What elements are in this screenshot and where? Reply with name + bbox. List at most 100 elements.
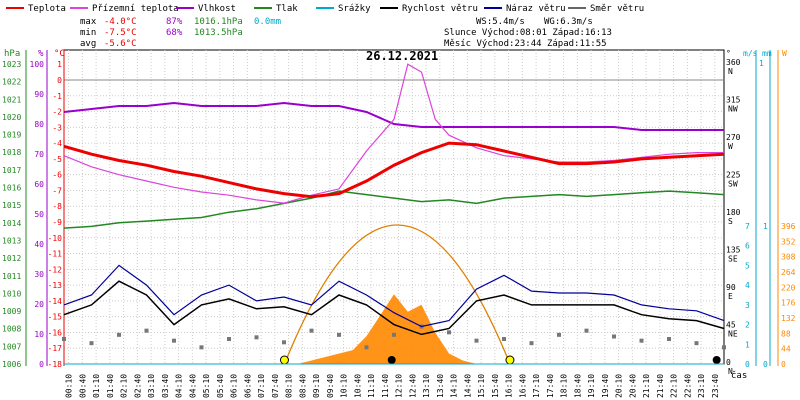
time-tick: 18:10 xyxy=(560,374,569,398)
stat-value: 87% xyxy=(166,17,183,27)
time-tick: 16:40 xyxy=(518,374,527,398)
wind-gust-line xyxy=(63,264,725,328)
temp-tick: -2 xyxy=(52,108,62,117)
time-tick: 02:40 xyxy=(133,374,142,398)
w-tick: 132 xyxy=(781,314,796,323)
wind-direction-point xyxy=(199,345,204,350)
hpa-tick: 1007 xyxy=(2,342,21,351)
dir-tick-deg: 315 xyxy=(726,96,741,105)
stats: max -4.0°C 87% 1016.1hPa 0.0mm min -7.5°C 68% 10… xyxy=(80,17,612,49)
time-tick: 00:10 xyxy=(65,374,74,398)
time-axis-label: čas xyxy=(731,370,747,381)
hpa-tick: 1023 xyxy=(2,60,21,69)
time-tick: 19:10 xyxy=(587,374,596,398)
wind-direction-point xyxy=(557,332,561,337)
legend-label: Teplota xyxy=(28,4,66,14)
legend-label: Směr větru xyxy=(590,4,644,14)
temp-tick: -5 xyxy=(52,155,62,164)
wind-direction-point xyxy=(172,338,176,343)
wind-direction-point xyxy=(282,340,286,345)
stat-value: 1013.5hPa xyxy=(194,28,243,38)
temperature-line xyxy=(63,141,725,199)
temp-tick: -3 xyxy=(52,123,62,132)
legend-label: Tlak xyxy=(276,4,298,14)
solar-radiation-area xyxy=(297,294,477,364)
hpa-tick: 1015 xyxy=(2,201,21,210)
w-tick: 0 xyxy=(781,360,786,369)
w-tick: 352 xyxy=(781,237,796,246)
temp-tick: -4 xyxy=(52,139,62,148)
stat-value: max xyxy=(80,17,97,27)
stat-value: -7.5°C xyxy=(104,28,137,38)
deg-unit: ° xyxy=(726,49,731,58)
ms-tick: 0 xyxy=(745,360,750,369)
temp-tick: 1 xyxy=(57,60,62,69)
temp-tick: -9 xyxy=(52,218,62,227)
dir-tick-name: NW xyxy=(728,105,738,114)
w-tick: 176 xyxy=(781,299,796,308)
wind-direction-point xyxy=(584,328,589,333)
hpa-tick: 1008 xyxy=(2,325,21,334)
wind-direction-point xyxy=(309,328,314,333)
wind-speed-line xyxy=(63,280,725,336)
wind-direction-point xyxy=(89,341,94,346)
pct-tick: 0 xyxy=(39,360,44,369)
time-tick: 17:10 xyxy=(532,374,541,398)
w-tick: 308 xyxy=(781,253,796,262)
time-tick: 05:40 xyxy=(216,374,225,398)
wind-direction-point xyxy=(639,338,644,343)
pct-tick: 90 xyxy=(34,90,44,99)
temp-tick: -13 xyxy=(48,281,63,290)
ms-tick: 1 xyxy=(745,340,750,349)
dir-tick-name: E xyxy=(728,292,733,301)
time-tick: 07:10 xyxy=(257,374,266,398)
pressure-line xyxy=(63,190,725,229)
dir-tick-name: S xyxy=(728,217,733,226)
wind-direction-point xyxy=(144,328,149,333)
time-tick: 08:10 xyxy=(285,374,294,398)
time-tick: 22:40 xyxy=(683,374,692,398)
dir-tick-deg: 225 xyxy=(726,171,741,180)
time-tick: 17:40 xyxy=(546,374,555,398)
dir-tick-deg: 90 xyxy=(726,283,736,292)
time-tick: 01:40 xyxy=(106,374,115,398)
time-tick: 12:40 xyxy=(408,374,417,398)
temp-tick: -14 xyxy=(48,297,63,306)
sun-arc xyxy=(283,224,511,365)
wind-speed: WS:5.4m/s xyxy=(476,17,525,27)
temp-unit: °C xyxy=(54,49,65,59)
wind-direction-point xyxy=(62,337,66,341)
wind-direction-point xyxy=(667,337,671,341)
chart-date: 26.12.2021 xyxy=(366,49,438,63)
time-tick: 23:10 xyxy=(697,374,706,398)
pct-tick: 100 xyxy=(30,60,45,69)
hpa-tick: 1017 xyxy=(2,166,21,175)
temp-tick: 0 xyxy=(57,76,62,85)
pct-tick: 50 xyxy=(34,210,44,219)
dir-tick-name: N xyxy=(728,367,733,376)
pct-tick: 30 xyxy=(34,270,44,279)
time-axis: 00:10 00:40 01:10 01:40 02:10 02:40 03:10 03:40… xyxy=(65,370,748,398)
time-tick: 15:10 xyxy=(477,374,486,398)
moon-times: Měsíc Východ:23:44 Západ:11:55 xyxy=(444,39,607,49)
wind-direction-point xyxy=(392,332,396,337)
w-tick: 396 xyxy=(781,222,796,231)
time-tick: 13:40 xyxy=(436,374,445,398)
w-tick: 220 xyxy=(781,283,796,292)
time-tick: 20:10 xyxy=(615,374,624,398)
dir-tick-deg: 180 xyxy=(726,208,741,217)
hpa-unit: hPa xyxy=(4,49,20,59)
wind-direction-point xyxy=(337,332,341,337)
mm-tick: 1 xyxy=(763,222,768,231)
time-tick: 03:10 xyxy=(147,374,156,398)
w-tick: 88 xyxy=(781,329,791,338)
ms-tick: 7 xyxy=(745,222,750,231)
hpa-tick: 1011 xyxy=(2,272,21,281)
hpa-tick: 1021 xyxy=(2,95,21,104)
wind-gust: WG:6.3m/s xyxy=(544,17,593,27)
wind-direction-point xyxy=(117,332,121,337)
time-tick: 01:10 xyxy=(92,374,101,398)
temp-tick: -16 xyxy=(48,328,63,337)
time-tick: 03:40 xyxy=(161,374,170,398)
